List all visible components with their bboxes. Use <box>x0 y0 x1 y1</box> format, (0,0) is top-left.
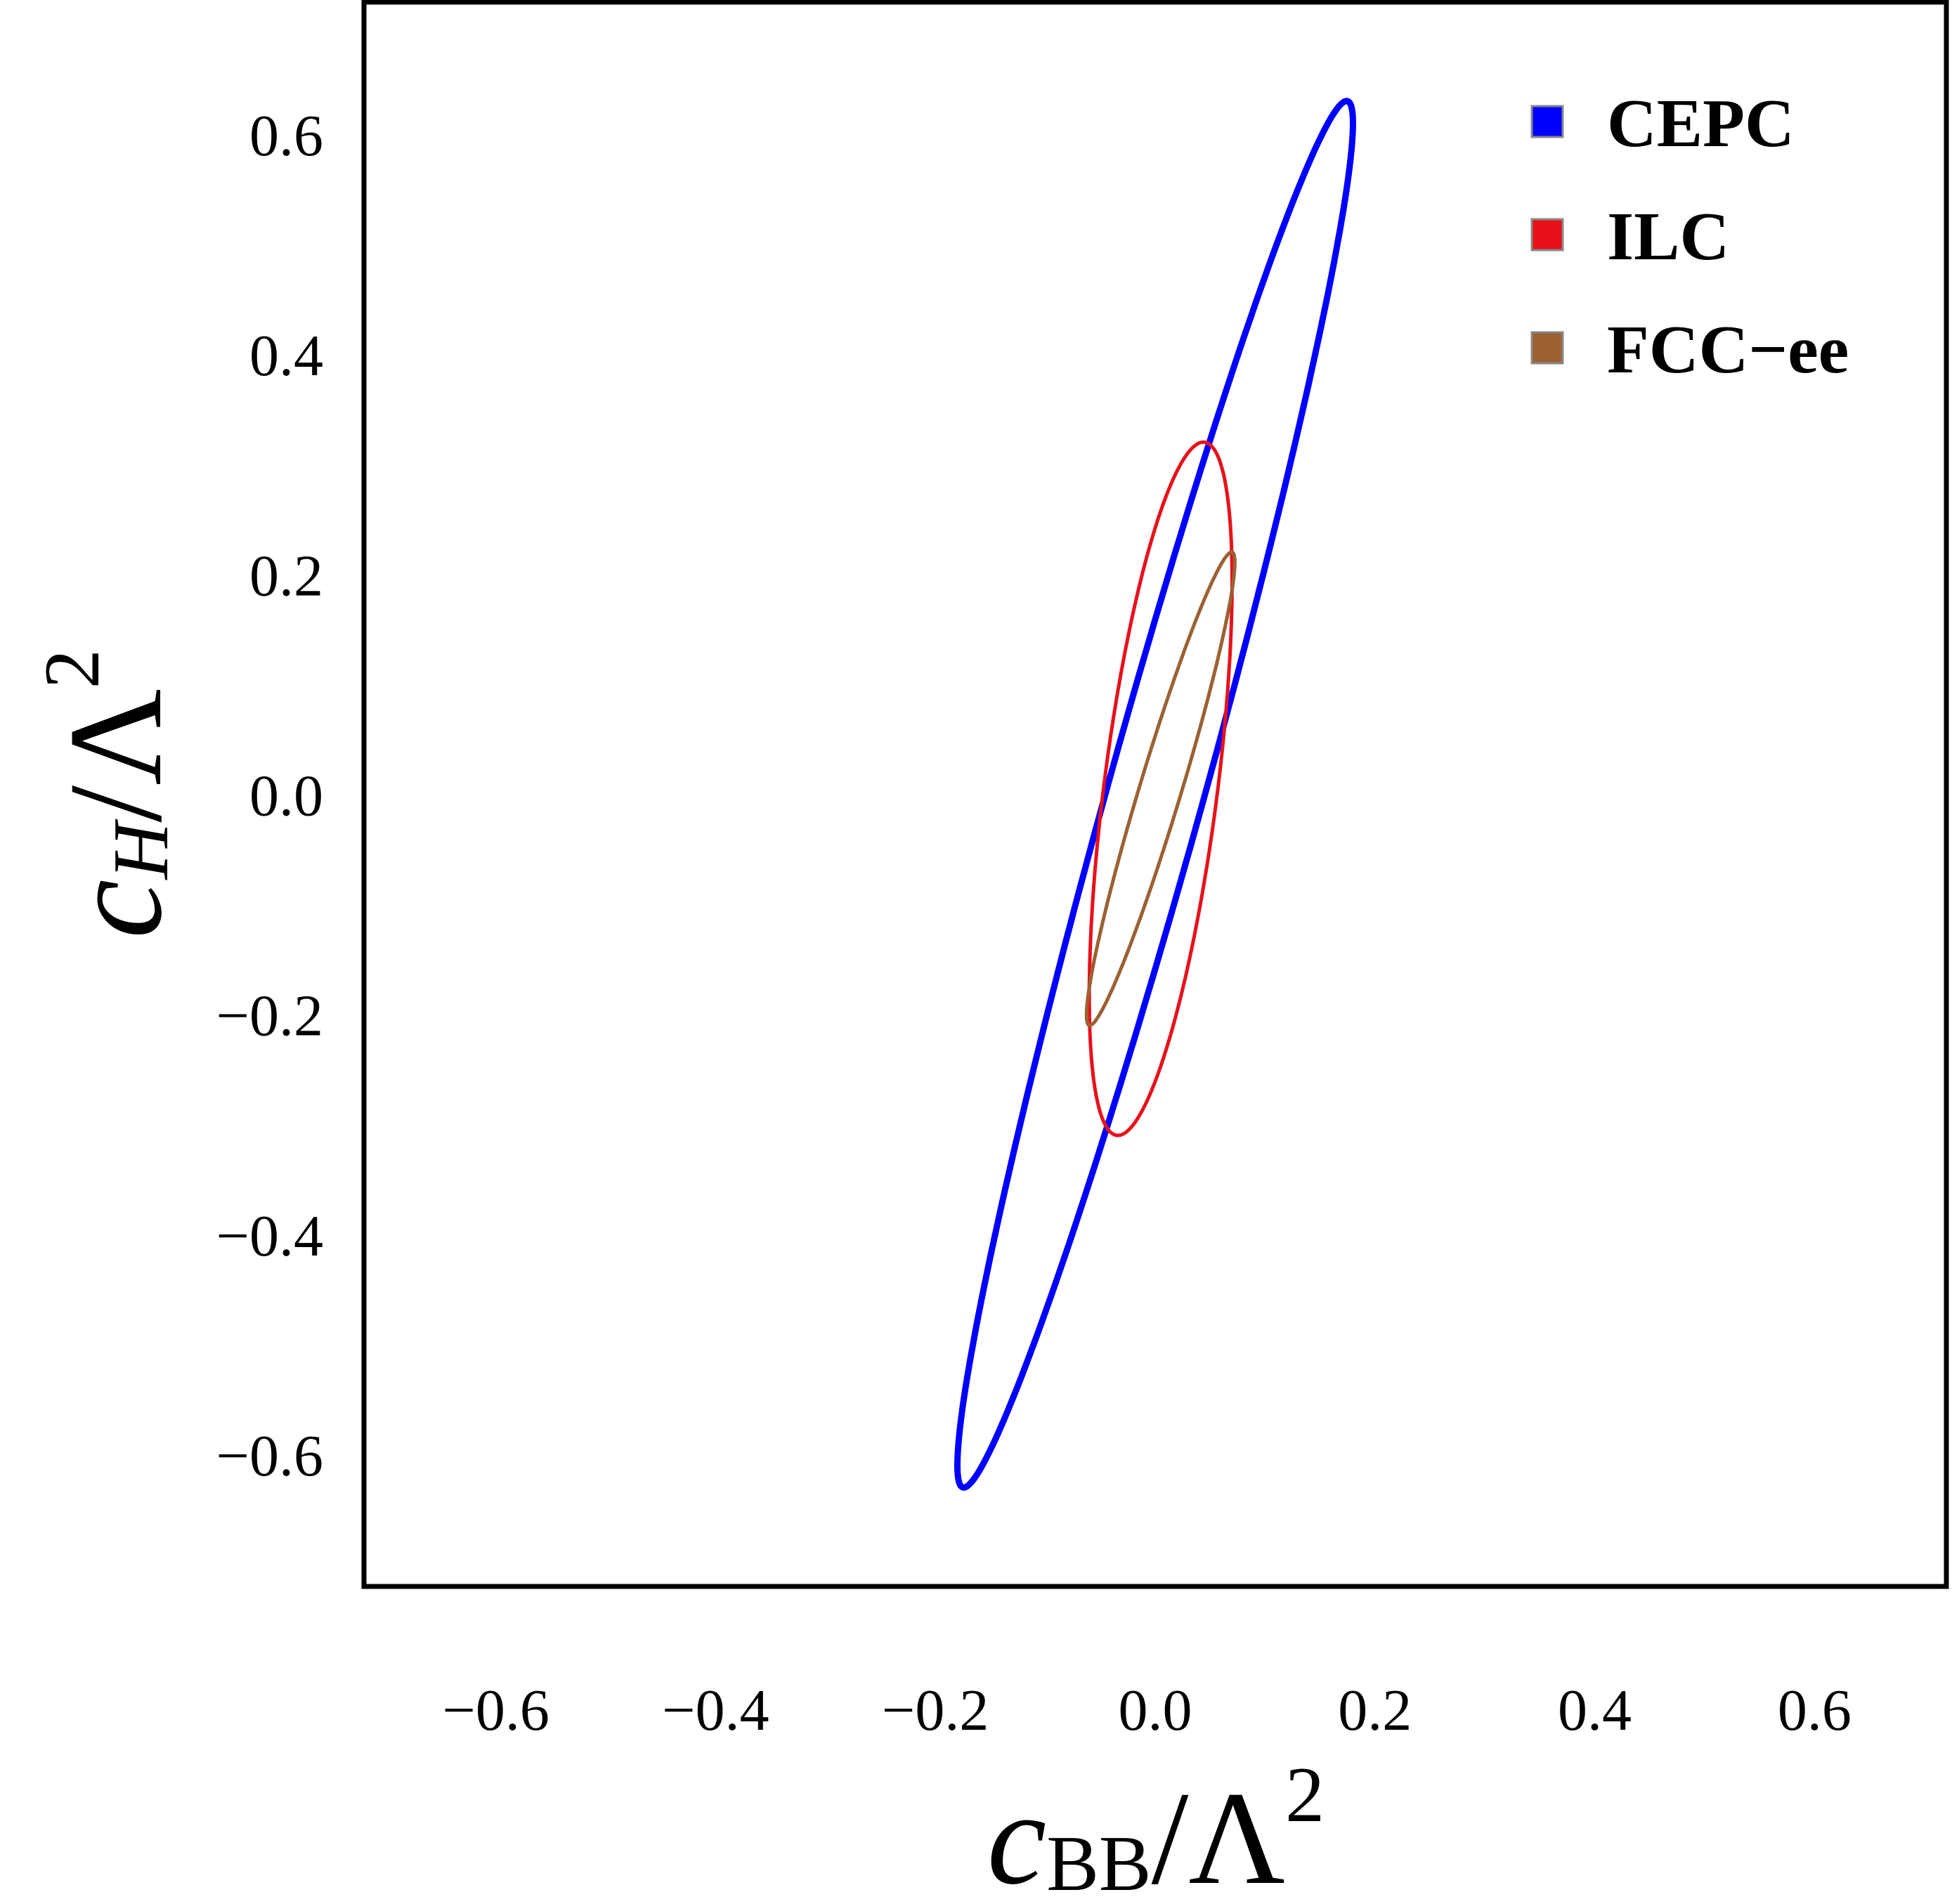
y-tick-labels: −0.6 −0.4 −0.2 0.0 0.2 0.4 0.6 <box>216 103 323 1489</box>
x-tick-label: 0.2 <box>1338 1678 1412 1743</box>
series-layer <box>954 98 1356 1491</box>
legend-swatch <box>1530 331 1564 365</box>
x-tick-label: −0.2 <box>882 1678 989 1743</box>
y-tick-label: 0.2 <box>249 543 323 608</box>
x-tick-label: 0.4 <box>1558 1678 1632 1743</box>
y-tick-label: −0.4 <box>216 1204 323 1269</box>
x-tick-labels: −0.6 −0.4 −0.2 0.0 0.2 0.4 0.6 <box>442 1678 1851 1743</box>
legend-item: ILC <box>1530 199 1729 275</box>
x-tick-label: 0.6 <box>1778 1678 1852 1743</box>
x-tick-label: 0.0 <box>1119 1678 1192 1743</box>
legend-swatch <box>1530 218 1564 252</box>
x-axis-title: cBB/Λ2 <box>987 1752 1325 1904</box>
y-tick-label: 0.6 <box>249 103 323 169</box>
contour-fccee <box>1084 550 1237 1027</box>
y-axis-title: cH/Λ2 <box>29 649 190 939</box>
legend-swatch <box>1530 105 1564 138</box>
y-tick-label: 0.0 <box>249 764 323 829</box>
legend-item: CEPC <box>1530 86 1795 162</box>
legend-item: FCC−ee <box>1530 312 1849 388</box>
plot-frame <box>361 0 1949 1589</box>
contour-cepc <box>954 98 1356 1491</box>
legend-label: ILC <box>1607 199 1729 275</box>
x-tick-label: −0.4 <box>662 1678 769 1743</box>
y-tick-label: −0.2 <box>216 984 323 1049</box>
y-tick-label: −0.6 <box>216 1423 323 1489</box>
legend-label: FCC−ee <box>1607 312 1849 388</box>
legend-label: CEPC <box>1607 86 1795 162</box>
x-tick-label: −0.6 <box>442 1678 549 1743</box>
contour-ilc <box>1087 440 1234 1137</box>
y-tick-label: 0.4 <box>249 323 323 389</box>
legend: CEPC ILC FCC−ee <box>1530 86 1849 388</box>
